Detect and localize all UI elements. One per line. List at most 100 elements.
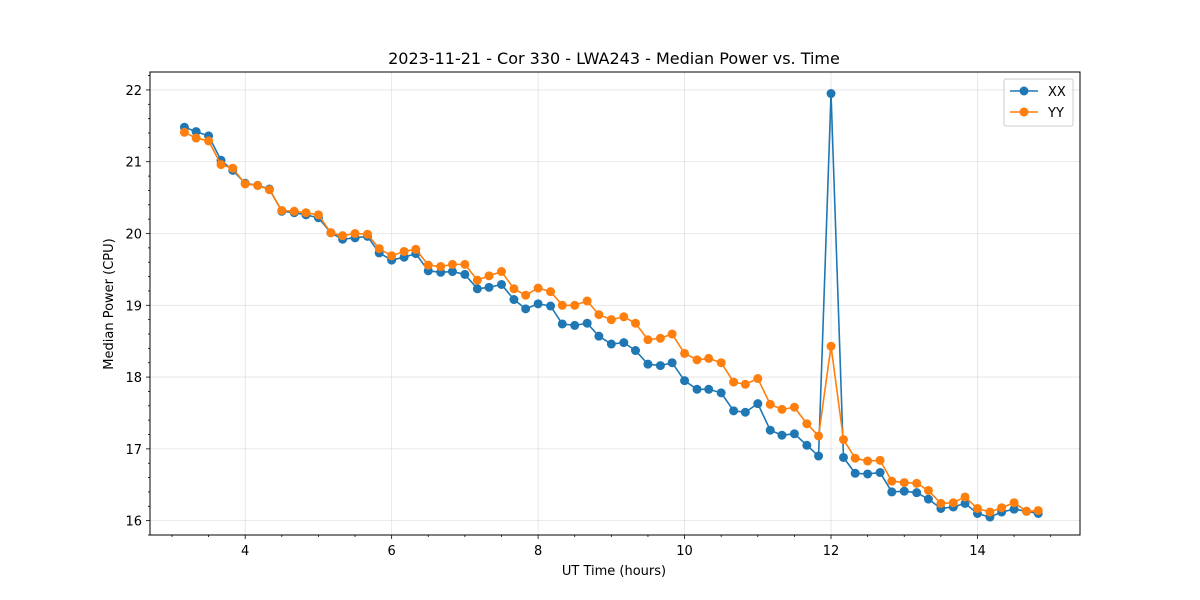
series-yy-point — [374, 244, 384, 254]
series-yy-point — [912, 478, 922, 488]
series-xx-point — [447, 267, 457, 277]
series-xx-point — [729, 406, 739, 416]
series-xx-point — [777, 430, 787, 440]
series-yy-point — [802, 419, 812, 429]
series-yy-point — [692, 355, 702, 365]
y-tick-label: 19 — [125, 299, 142, 314]
series-yy-point — [838, 435, 848, 445]
series-xx-point — [899, 486, 909, 496]
y-tick-label: 20 — [125, 228, 142, 243]
series-yy-point — [594, 310, 604, 320]
series-xx-point — [582, 318, 592, 328]
series-yy-point — [191, 133, 201, 143]
series-yy-point — [216, 160, 226, 170]
series-yy-point — [606, 315, 616, 325]
series-yy-point — [447, 259, 457, 269]
y-tick-label: 16 — [125, 515, 142, 530]
series-yy-point — [521, 290, 531, 300]
series-yy-point — [753, 374, 763, 384]
series-yy-point — [814, 431, 824, 441]
series-yy-point — [240, 179, 250, 189]
series-xx-point — [680, 376, 690, 386]
legend-item-xx: XX — [1010, 85, 1066, 100]
series-yy-point — [399, 246, 409, 256]
series-xx-point — [546, 301, 556, 311]
series-xx-point — [1009, 504, 1019, 514]
series-xx-point — [838, 452, 848, 462]
x-tick-label: 6 — [388, 544, 396, 559]
series-yy-point — [997, 503, 1007, 513]
series-yy-point — [740, 379, 750, 389]
legend-label-xx: XX — [1048, 85, 1066, 100]
series-yy-point — [362, 229, 372, 239]
x-axis-label: UT Time (hours) — [562, 564, 666, 579]
series-yy-point — [899, 478, 909, 488]
chart-title: 2023-11-21 - Cor 330 - LWA243 - Median P… — [388, 49, 840, 68]
series-yy-point — [460, 259, 470, 269]
series-yy-point — [643, 335, 653, 345]
series-xx-point — [472, 284, 482, 294]
series-xx-point — [802, 440, 812, 450]
series-xx-point — [814, 451, 824, 461]
series-yy-point — [936, 498, 946, 508]
series-yy-point — [619, 312, 629, 322]
series-xx-point — [960, 498, 970, 508]
series-xx-point — [923, 494, 933, 504]
legend-marker-yy — [1019, 107, 1029, 117]
series-xx-point — [655, 361, 665, 371]
series-yy-point — [655, 333, 665, 343]
series-yy-point — [923, 485, 933, 495]
series-xx-point — [667, 358, 677, 368]
x-tick-label: 14 — [969, 544, 986, 559]
legend-item-yy: YY — [1010, 106, 1064, 121]
series-yy-point — [789, 402, 799, 412]
series-xx-point — [875, 468, 885, 478]
series-xx-point — [863, 469, 873, 479]
series-yy — [179, 127, 1043, 517]
series-yy-point — [326, 228, 336, 238]
series-yy-point — [204, 136, 214, 146]
series-xx-point — [606, 339, 616, 349]
series-yy-point — [411, 244, 421, 254]
series-xx-point — [484, 282, 494, 292]
series-xx-point — [789, 429, 799, 439]
series-xx-point — [753, 399, 763, 409]
legend-label-yy: YY — [1047, 106, 1064, 121]
series-xx-point — [850, 468, 860, 478]
series-yy-point — [985, 507, 995, 517]
y-axis-label: Median Power (CPU) — [102, 238, 117, 369]
series-yy-point — [264, 185, 274, 195]
series-layer — [179, 89, 1043, 522]
series-yy-point — [253, 180, 263, 190]
series-yy-point — [1009, 498, 1019, 508]
series-yy-point — [875, 455, 885, 465]
series-yy-point — [497, 267, 506, 277]
series-yy-point — [1022, 506, 1032, 516]
x-axis-ticks: 4 6 8 10 12 14 — [171, 535, 1052, 559]
series-yy-point — [277, 206, 287, 216]
series-yy-point — [338, 231, 348, 241]
series-yy-point — [436, 262, 446, 272]
legend-marker-xx — [1019, 86, 1029, 96]
series-xx-point — [509, 295, 519, 305]
series-yy-point — [557, 300, 567, 310]
series-xx-point — [497, 279, 506, 289]
y-tick-label: 22 — [125, 84, 142, 99]
series-yy-point — [716, 358, 726, 368]
series-yy-point — [863, 456, 873, 466]
series-xx-point — [704, 384, 714, 394]
series-yy-point — [350, 229, 360, 239]
series-yy-point — [546, 287, 556, 297]
series-yy-point — [582, 296, 592, 306]
x-tick-label: 10 — [676, 544, 693, 559]
series-xx-point — [765, 425, 775, 435]
series-xx-point — [594, 331, 604, 341]
series-yy-point — [631, 318, 640, 328]
series-yy-point — [509, 284, 519, 294]
x-tick-label: 8 — [534, 544, 542, 559]
series-yy-point — [667, 329, 677, 339]
y-tick-label: 18 — [125, 371, 142, 386]
series-xx-point — [716, 388, 726, 398]
legend: XX YY — [1003, 78, 1074, 127]
